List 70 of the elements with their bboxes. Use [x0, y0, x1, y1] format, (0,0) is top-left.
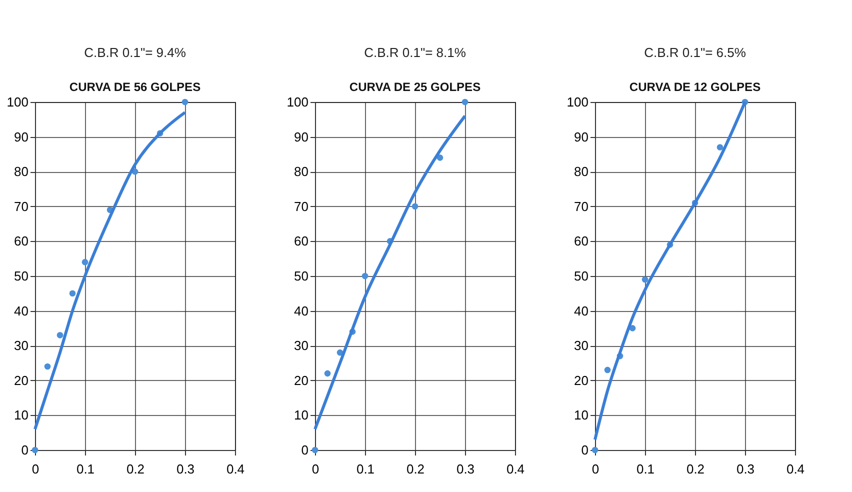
point — [69, 290, 76, 297]
y-tick-label: 70 — [14, 198, 28, 214]
chart-title: CURVA DE 25 GOLPES — [349, 80, 481, 94]
y-tick-label: 90 — [294, 129, 308, 144]
y-tick-label: 80 — [14, 164, 28, 180]
y-tick-label: 70 — [294, 198, 308, 214]
y-tick-label: 60 — [14, 234, 28, 249]
point — [44, 363, 51, 370]
text: C.B.R 0.1"= 8.1% — [364, 45, 466, 60]
x-tick-label: 0.4 — [506, 462, 525, 476]
y-tick-label: 40 — [294, 303, 308, 318]
x-tick-label: 0.2 — [126, 462, 145, 476]
point — [462, 98, 468, 106]
y-tick-label: 20 — [294, 372, 308, 388]
y-tick-label: 20 — [574, 372, 588, 388]
y-tick-label: 10 — [574, 408, 588, 423]
y-tick-label: 50 — [14, 268, 28, 284]
y-tick-label: 100 — [566, 94, 588, 110]
y-tick-label: 0 — [21, 442, 28, 458]
point — [182, 98, 188, 106]
y-tick-label: 90 — [574, 129, 588, 144]
y-tick-label: 10 — [294, 408, 308, 423]
point — [324, 370, 331, 377]
y-tick-label: 0 — [301, 442, 308, 458]
y-tick-label: 80 — [574, 164, 588, 180]
y-tick-label: 100 — [286, 94, 308, 110]
x-tick-label: 0.3 — [176, 462, 195, 476]
x-tick-label: 0.1 — [76, 462, 95, 476]
x-tick-label: 0 — [592, 462, 600, 476]
y-tick-label: 10 — [14, 408, 28, 423]
point — [436, 154, 444, 161]
point — [82, 258, 88, 266]
x-tick-label: 0.1 — [356, 462, 375, 476]
text: C.B.R 0.1"= 9.4% — [84, 45, 186, 60]
x-tick-label: 0.3 — [456, 462, 475, 476]
x-tick-label: 0 — [32, 462, 40, 476]
point — [604, 366, 611, 374]
x-tick-label: 0.2 — [686, 462, 705, 476]
y-tick-label: 30 — [574, 338, 588, 354]
y-tick-label: 100 — [6, 94, 28, 110]
point — [629, 325, 636, 332]
point — [642, 276, 648, 283]
y-tick-label: 30 — [294, 338, 308, 354]
line-series — [34, 110, 186, 431]
y-tick-label: 30 — [14, 338, 28, 354]
x-tick-label: 0.4 — [226, 462, 245, 476]
chart-title: CURVA DE 12 GOLPES — [629, 80, 761, 94]
y-tick-label: 50 — [574, 268, 588, 284]
y-tick-label: 60 — [294, 234, 308, 249]
y-tick-label: 60 — [574, 234, 588, 249]
x-tick-label: 0.1 — [636, 462, 655, 476]
point — [716, 144, 724, 150]
y-tick-label: 80 — [294, 164, 308, 180]
y-tick-label: 70 — [574, 198, 588, 214]
x-tick-label: 0.3 — [736, 462, 755, 476]
point — [412, 203, 418, 210]
chart-title: CURVA DE 56 GOLPES — [69, 80, 201, 94]
y-tick-label: 50 — [294, 268, 308, 284]
point — [56, 332, 64, 338]
point — [362, 272, 368, 280]
y-tick-label: 0 — [581, 442, 588, 458]
y-tick-label: 40 — [574, 303, 588, 318]
x-tick-label: 0.4 — [786, 462, 805, 476]
y-tick-label: 40 — [14, 303, 28, 318]
line-series — [314, 114, 466, 431]
x-tick-label: 0 — [312, 462, 320, 476]
text: C.B.R 0.1"= 6.5% — [644, 45, 746, 60]
x-tick-label: 0.2 — [406, 462, 425, 476]
y-tick-label: 20 — [14, 372, 28, 388]
y-tick-label: 90 — [14, 129, 28, 144]
